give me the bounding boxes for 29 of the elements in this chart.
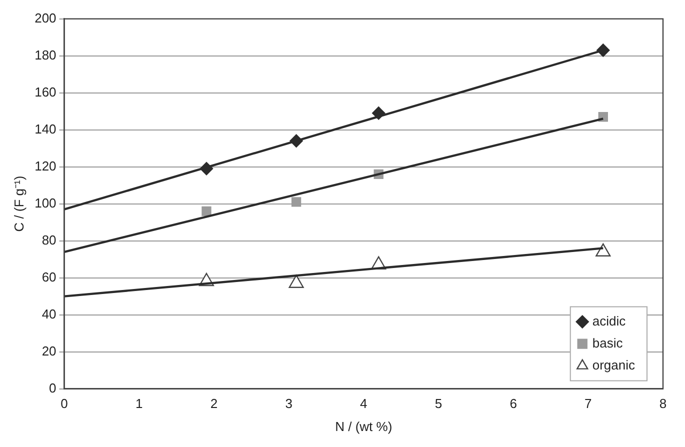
y-tick-label: 200	[34, 10, 56, 26]
x-axis-title: N / (wt %)	[335, 418, 392, 434]
point	[202, 206, 212, 216]
x-tick-label: 3	[285, 396, 292, 412]
y-axis-title: C / (F g⁻¹)	[11, 176, 26, 232]
y-tick-label: 40	[42, 306, 56, 322]
y-tick-label: 140	[34, 121, 56, 136]
y-tick-label: 160	[34, 84, 56, 100]
y-tick-label: 120	[34, 158, 56, 174]
point	[291, 197, 302, 207]
y-tick-label: 80	[42, 232, 56, 248]
x-tick-label: 1	[136, 396, 143, 412]
legend-label: acidic	[592, 313, 626, 328]
y-tick-label: 0	[49, 380, 56, 396]
x-tick-label: 0	[60, 396, 68, 412]
y-tick-label: 60	[42, 269, 56, 284]
point	[288, 274, 304, 288]
x-tick-label: 7	[584, 396, 592, 412]
legend-label: basic	[592, 335, 624, 350]
x-tick-label: 6	[510, 396, 517, 412]
y-tick-label: 180	[34, 47, 56, 62]
legend-label: organic	[592, 357, 636, 372]
x-tick-label: 8	[659, 396, 667, 412]
y-tick-label: 20	[42, 343, 56, 358]
x-tick-label: 2	[210, 396, 218, 412]
y-tick-label: 100	[34, 195, 56, 210]
x-tick-label: 4	[360, 396, 368, 412]
point	[596, 243, 611, 256]
x-tick-label: 5	[434, 396, 442, 412]
